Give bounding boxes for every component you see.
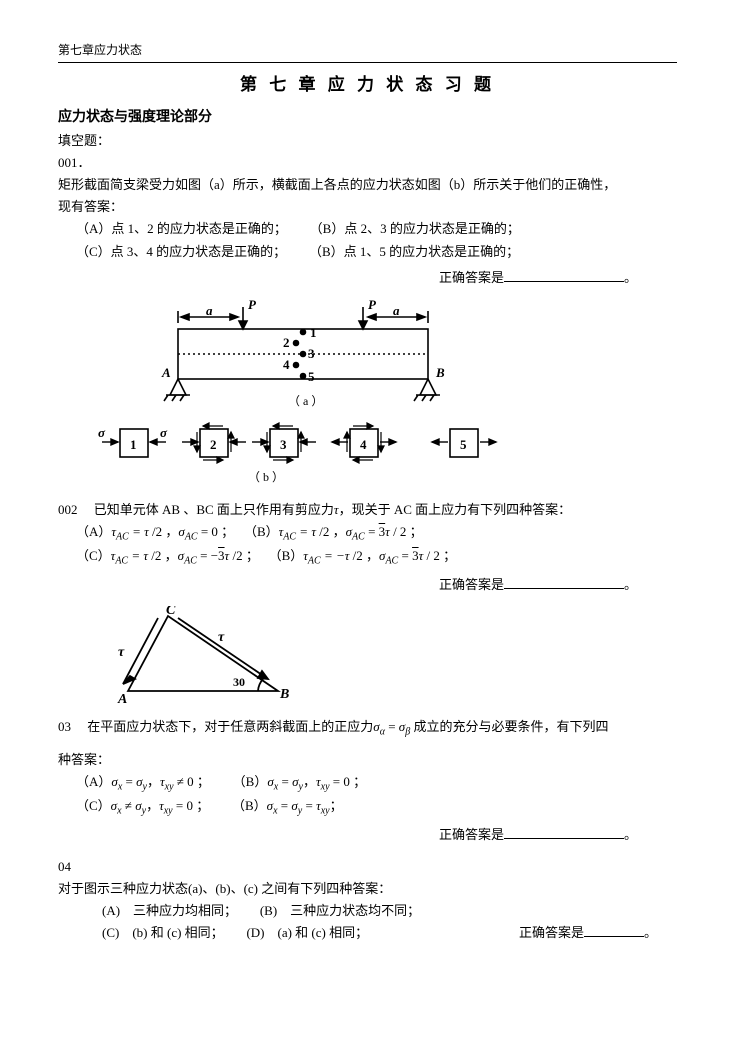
q003-answer-label: 正确答案是 (439, 827, 504, 842)
section-title: 应力状态与强度理论部分 (58, 106, 677, 130)
svg-text:3: 3 (280, 437, 287, 452)
answer-blank (504, 824, 624, 839)
q001-answer-label: 正确答案是 (439, 270, 504, 285)
q004-answer-label: 正确答案是 (519, 925, 584, 940)
svg-text:A: A (117, 692, 127, 706)
q001-optD: （B）点 1、5 的应力状态是正确的； (309, 244, 519, 259)
fill-blank-label: 填空题： (58, 130, 677, 152)
svg-text:5: 5 (308, 369, 315, 384)
svg-text:30: 30 (233, 675, 245, 689)
figure-b-elements: σ σ (98, 419, 677, 489)
q003-row2: （C）σx ≠ σy，τxy = 0 ； （B）σx = σy = τxy； (58, 795, 677, 820)
svg-text:B: B (279, 687, 289, 702)
svg-text:4: 4 (360, 437, 367, 452)
svg-text:1: 1 (310, 325, 317, 340)
q003-row1: （A）σx = σy，τxy ≠ 0 ； （B）σx = σy，τxy = 0 … (58, 771, 677, 796)
q001-num: 001． (58, 152, 677, 174)
q002-stem: 已知单元体 AB 、BC 面上只作用有剪应力τ，现关于 AC 面上应力有下列四种… (94, 502, 571, 517)
q003-stem: 在平面应力状态下，对于任意两斜截面上的正应力σα = σβ 成立的充分与必要条件… (87, 719, 608, 734)
q004-num: 04 (58, 856, 677, 878)
q001-stem2: 现有答案： (58, 196, 677, 218)
svg-text:C: C (166, 606, 176, 618)
q002-num: 002 (58, 502, 78, 517)
answer-blank (584, 922, 644, 937)
q003-num: 03 (58, 719, 71, 734)
q004-optA: (A) 三种应力均相同； (102, 903, 231, 918)
q001-stem1: 矩形截面简支梁受力如图（a）所示，横截面上各点的应力状态如图（b）所示关于他们的… (58, 174, 677, 196)
answer-blank (504, 574, 624, 589)
figure-a-beam: P P a a A B 1 2 3 4 5 （ a ） (148, 299, 677, 409)
tail: 。 (624, 270, 637, 285)
svg-text:A: A (161, 365, 171, 380)
q002-row1: （A）τAC = τ /2 ，σAC = 0 ； （B）τAC = τ /2 ，… (58, 521, 677, 546)
svg-text:σ: σ (160, 425, 168, 440)
svg-text:4: 4 (283, 357, 290, 372)
page-header: 第七章应力状态 (58, 40, 677, 63)
q002-row2: （C）τAC = τ /2 ，σAC = −3τ /2 ； （B）τAC = −… (58, 545, 677, 570)
q001-optC: （C）点 3、4 的应力状态是正确的； (76, 244, 280, 259)
svg-text:（ b ）: （ b ） (248, 470, 284, 484)
chapter-title: 第 七 章 应 力 状 态 习 题 (58, 71, 677, 100)
svg-text:（ a ）: （ a ） (288, 394, 323, 408)
q001-optB: （B）点 2、3 的应力状态是正确的； (310, 221, 520, 236)
figure-c-triangle: A B C τ τ 30 (108, 606, 677, 706)
svg-text:B: B (435, 365, 445, 380)
svg-text:a: a (393, 303, 400, 318)
svg-text:a: a (206, 303, 213, 318)
q003-stem2: 种答案： (58, 749, 677, 771)
svg-text:1: 1 (130, 437, 137, 452)
svg-text:σ: σ (98, 425, 106, 440)
svg-text:3: 3 (308, 346, 315, 361)
svg-text:P: P (248, 299, 257, 312)
q004-stem: 对于图示三种应力状态(a)、(b)、(c) 之间有下列四种答案： (58, 878, 677, 900)
q001-optA: （A）点 1、2 的应力状态是正确的； (76, 221, 280, 236)
svg-text:τ: τ (118, 645, 125, 660)
svg-text:5: 5 (460, 437, 467, 452)
svg-text:2: 2 (210, 437, 217, 452)
svg-text:P: P (368, 299, 377, 312)
q002-answer-label: 正确答案是 (439, 577, 504, 592)
answer-blank (504, 267, 624, 282)
q004-optB: (B) 三种应力状态均不同； (260, 903, 420, 918)
svg-text:τ: τ (218, 630, 225, 645)
svg-text:2: 2 (283, 335, 290, 350)
q004-optD: (D) (a) 和 (c) 相同； (246, 925, 368, 940)
q004-optC: (C) (b) 和 (c) 相同； (102, 925, 217, 940)
